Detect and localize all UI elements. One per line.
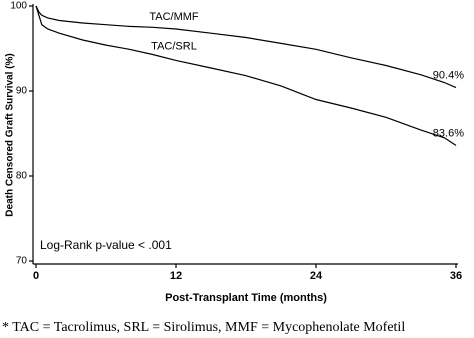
x-tick-label: 12 [170, 270, 182, 282]
y-tick-label: 90 [16, 86, 28, 97]
survival-curve [35, 5, 457, 146]
x-tick-label: 36 [450, 270, 462, 282]
curve-label: TAC/SRL [151, 40, 197, 52]
footnote: * TAC = Tacrolimus, SRL = Sirolimus, MMF… [2, 320, 405, 335]
end-label: 90.4% [433, 70, 464, 82]
y-axis-label: Death Censored Graft Survival (%) [5, 53, 16, 216]
end-label: 83.6% [433, 127, 464, 139]
y-tick-label: 100 [10, 1, 27, 12]
x-tick-label: 0 [33, 270, 39, 282]
annotation: Log-Rank p-value < .001 [40, 238, 172, 252]
survival-curve [35, 5, 457, 89]
y-tick-label: 80 [16, 171, 28, 182]
x-tick-label: 24 [310, 270, 323, 282]
y-tick-label: 70 [16, 256, 28, 267]
x-axis-label: Post-Transplant Time (months) [165, 292, 327, 304]
curve-label: TAC/MMF [149, 11, 199, 23]
